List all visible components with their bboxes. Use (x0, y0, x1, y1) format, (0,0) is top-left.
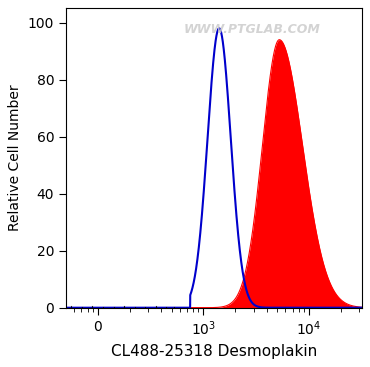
Text: WWW.PTGLAB.COM: WWW.PTGLAB.COM (184, 23, 321, 36)
X-axis label: CL488-25318 Desmoplakin: CL488-25318 Desmoplakin (111, 344, 317, 359)
Y-axis label: Relative Cell Number: Relative Cell Number (9, 85, 22, 231)
